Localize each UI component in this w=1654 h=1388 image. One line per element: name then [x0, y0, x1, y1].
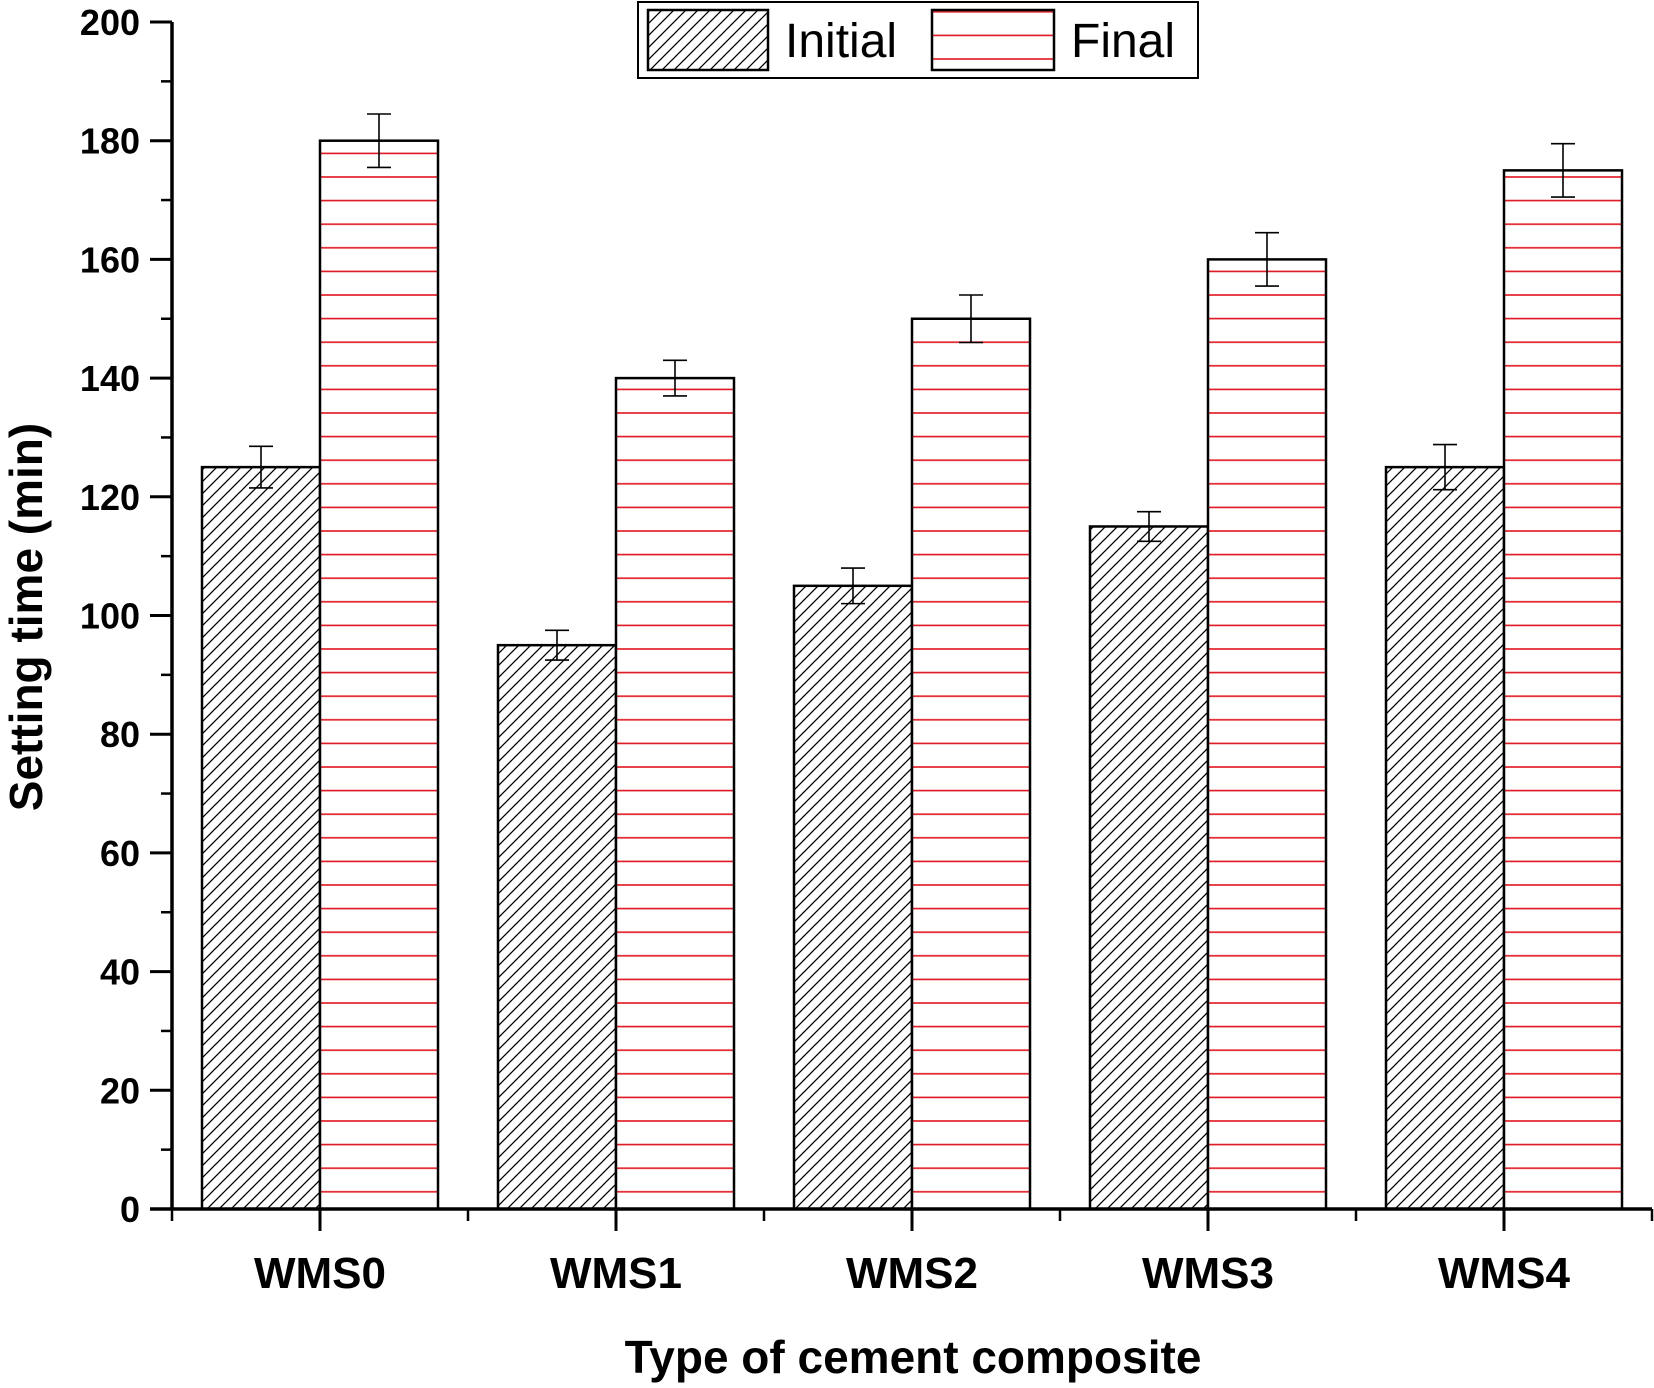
y-tick-label: 100 [80, 596, 140, 637]
legend-label-initial: Initial [785, 15, 897, 68]
y-tick-label: 60 [100, 833, 140, 874]
bar-final-wms4 [1502, 169, 1624, 1211]
y-tick-label: 200 [80, 2, 140, 43]
error-bar-final-wms3 [1255, 231, 1279, 287]
bar-initial-wms4 [1384, 465, 1506, 1211]
error-bar-initial-wms2 [841, 567, 865, 605]
x-category-label: WMS0 [254, 1249, 386, 1298]
error-bar-initial-wms1 [545, 629, 569, 661]
error-bar-final-wms0 [367, 113, 391, 169]
error-bar-initial-wms4 [1433, 443, 1457, 491]
bar-initial-wms1 [496, 643, 618, 1211]
x-axis-title: Type of cement composite [625, 1331, 1202, 1383]
bar-initial-wms0 [200, 465, 322, 1211]
y-tick-label: 160 [80, 239, 140, 280]
error-bar-final-wms4 [1551, 142, 1575, 198]
bar-initial-wms3 [1088, 525, 1210, 1211]
bar-final-wms3 [1206, 258, 1328, 1211]
bar-final-wms1 [614, 376, 736, 1211]
y-axis-ticks: 0 20 40 60 80 100 120 140 160 180 200 [80, 2, 172, 1230]
y-tick-label: 140 [80, 358, 140, 399]
error-bar-final-wms2 [959, 294, 983, 344]
legend-label-final: Final [1071, 15, 1175, 68]
y-tick-label: 80 [100, 714, 140, 755]
legend-swatch-final [930, 8, 1056, 72]
y-tick-label: 0 [120, 1189, 140, 1230]
error-bars-layer [249, 113, 1575, 661]
y-tick-label: 40 [100, 952, 140, 993]
legend-swatch-initial [646, 8, 770, 72]
y-axis-title: Setting time (min) [0, 423, 52, 811]
bars-layer [200, 139, 1624, 1211]
x-category-label: WMS1 [550, 1249, 682, 1298]
bar-final-wms0 [318, 139, 440, 1211]
error-bar-initial-wms3 [1137, 510, 1161, 543]
bar-initial-wms2 [792, 584, 914, 1211]
y-tick-label: 120 [80, 477, 140, 518]
error-bar-initial-wms0 [249, 445, 273, 489]
error-bar-final-wms1 [663, 359, 687, 397]
x-axis-ticks: WMS0 WMS1 WMS2 WMS3 WMS4 [170, 1209, 1654, 1298]
bar-final-wms2 [910, 317, 1032, 1211]
x-category-label: WMS2 [846, 1249, 978, 1298]
y-tick-label: 20 [100, 1070, 140, 1111]
legend: Initial Final [637, 1, 1199, 79]
x-category-label: WMS4 [1438, 1249, 1571, 1298]
x-category-label: WMS3 [1142, 1249, 1274, 1298]
y-tick-label: 180 [80, 121, 140, 162]
